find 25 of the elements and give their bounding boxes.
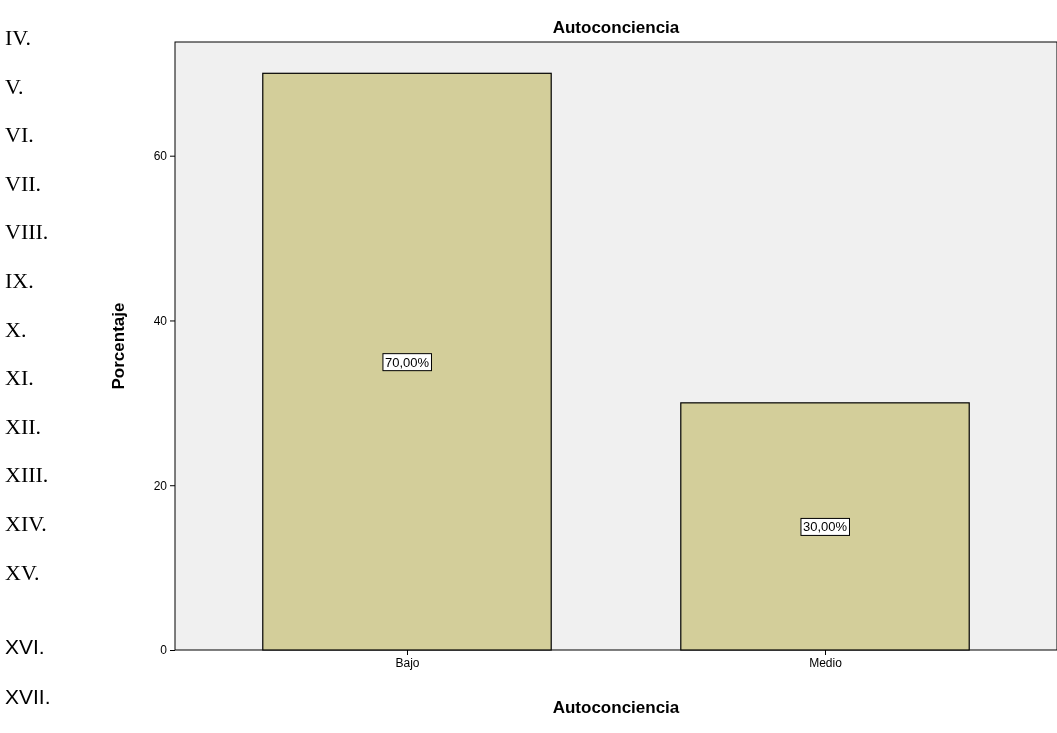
data-label: 30,00% <box>802 519 848 535</box>
data-label: 70,00% <box>384 354 430 370</box>
text: XVI. <box>5 635 45 658</box>
text: IX. <box>5 268 34 293</box>
text: XIII. <box>5 462 49 488</box>
x-tick-label: Medio <box>809 655 843 670</box>
text: XV. <box>5 559 40 585</box>
chart-title: Autoconciencia <box>552 18 680 37</box>
text: VII. <box>5 170 42 196</box>
y-tick-label: 60 <box>153 149 168 164</box>
text: VI. <box>5 122 34 148</box>
y-tick-label: 0 <box>160 643 168 658</box>
y-tick-label: 20 <box>153 478 168 493</box>
y-axis-title: Porcentaje <box>109 302 128 390</box>
text: XI. <box>5 365 34 391</box>
text: V. <box>5 73 24 99</box>
text: XIV. <box>5 511 47 536</box>
text: IV. <box>5 25 31 50</box>
text: XII. <box>5 413 42 439</box>
x-axis-title: Autoconciencia <box>552 698 680 717</box>
y-tick-label: 40 <box>153 313 168 328</box>
text: X. <box>5 316 27 342</box>
text: XVII. <box>5 685 51 708</box>
x-tick-label: Bajo <box>395 655 420 670</box>
text: VIII. <box>5 219 49 245</box>
